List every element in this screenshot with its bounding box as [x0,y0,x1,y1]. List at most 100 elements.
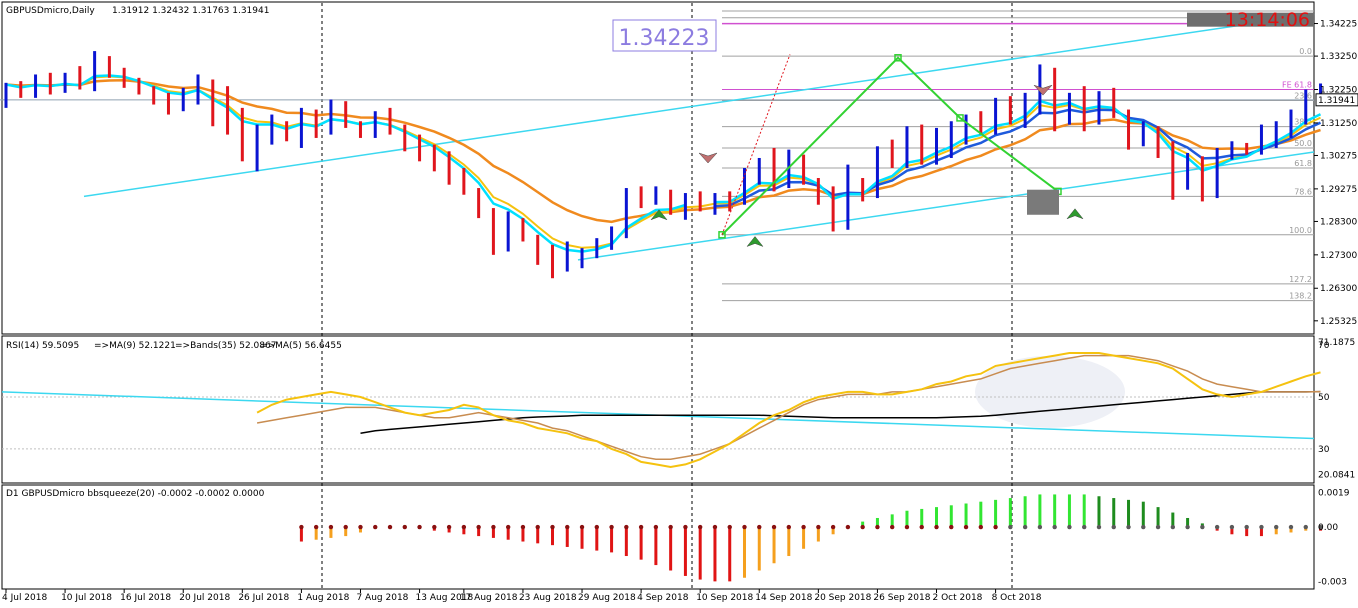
squeeze-dot [1096,524,1102,530]
squeeze-dot [565,524,570,530]
zigzag-point[interactable] [956,114,964,122]
squeeze-dot [949,524,954,530]
buy-arrow-icon [746,236,764,248]
time-tick-label: 10 Jul 2018 [61,593,112,603]
fib-level-label: 100.0 [1289,226,1312,235]
squeeze-dot [978,524,984,530]
sell-arrow-icon [698,152,718,164]
range-box [1027,189,1059,215]
buy-arrow-icon [650,209,668,221]
squeeze-dot [579,524,585,530]
squeeze-dot [653,524,659,530]
fib-level-label: 127.2 [1289,275,1312,284]
squeeze-dot [934,524,939,530]
squeeze-dot [461,524,467,530]
squeeze-dot [328,524,334,530]
rsi-ma-line [256,354,1321,461]
time-tick-label: 23 Aug 2018 [519,593,577,603]
squeeze-dot [343,524,348,530]
price-tick-label: 1.34225 [1320,20,1357,30]
squeeze-dot [1244,524,1249,530]
squeeze-dot [742,524,747,530]
rsi-tick-label: 71.1875 [1318,338,1355,348]
ohlc-label: 1.31912 1.32432 1.31763 1.31941 [112,6,269,16]
time-tick-label: 2 Oct 2018 [933,593,983,603]
squeeze-dot [1318,524,1323,530]
price-tick-label: 1.28300 [1320,217,1357,227]
squeeze-dot [402,524,407,530]
price-tick-label: 1.30275 [1320,151,1357,161]
squeeze-dot [830,524,836,530]
price-tick-label: 1.25325 [1320,317,1357,327]
squeeze-dot [1200,524,1205,530]
squeeze-dot [963,524,969,530]
time-tick-label: 16 Jul 2018 [120,593,171,603]
squeeze-dot [1126,524,1131,530]
squeeze-dot [1022,524,1028,530]
price-callout: 1.34223 [619,26,710,51]
squeeze-dot [299,524,304,530]
squeeze-dot [890,524,895,530]
rsi-pane[interactable] [1,335,1315,484]
clock-background [1187,12,1314,27]
squeeze-dot [594,524,599,530]
squeeze-dot [771,524,777,530]
current-price-label: 1.31941 [1318,96,1355,106]
rsi-tick-label: 20.0841 [1318,471,1355,481]
fib-level-label: 61.8 [1294,159,1312,168]
time-tick-label: 8 Oct 2018 [992,593,1042,603]
channel-upper-line [83,13,1315,198]
projection-line [721,54,791,235]
squeeze-dot [786,524,792,530]
buy-arrow-icon [1066,208,1084,220]
time-tick-label: 26 Sep 2018 [873,593,930,603]
squeeze-dot [1259,524,1264,530]
rsi-tick-label: 50 [1318,393,1330,403]
squeeze-dot [1037,524,1043,530]
time-tick-label: 20 Sep 2018 [814,593,871,603]
zigzag-point[interactable] [718,231,726,239]
squeeze-dot [535,524,540,530]
squeeze-dot [609,524,614,530]
squeeze-dot [1229,524,1235,530]
squeeze-dot [1214,524,1220,530]
squeeze-dot [801,524,806,530]
squeeze-dot [904,524,910,530]
squeeze-dot [387,524,393,530]
squeeze-dot [1274,524,1279,530]
price-tick-label: 1.32250 [1320,86,1357,96]
squeeze-pane[interactable] [1,484,1315,590]
squeeze-dot [1052,524,1057,530]
fib-level-label: 78.6 [1294,187,1312,196]
fib-level-label: 0.0 [1299,47,1312,56]
time-tick-label: 20 Jul 2018 [179,593,230,603]
fib-level-label: 138.2 [1289,292,1312,301]
fib-level-label: 23.6 [1294,92,1312,101]
squeeze-dot [446,524,452,530]
squeeze-dot [491,524,496,530]
rsi-tick-label: 70 [1318,341,1330,351]
time-tick-label: 10 Sep 2018 [696,593,753,603]
squeeze-dot [668,524,673,530]
squeeze-tick-label: 0.0019 [1318,489,1350,499]
squeeze-dot [1111,524,1116,530]
squeeze-dot [624,524,629,530]
time-tick-label: 26 Jul 2018 [238,593,289,603]
rsi-ma9-label: =>MA(9) 52.1221 [94,341,176,351]
ma-slow-line [714,108,1322,208]
zigzag-point[interactable] [894,54,902,62]
squeeze-dot [712,524,718,530]
squeeze-dot [476,524,481,530]
price-tick-label: 1.27300 [1320,251,1357,261]
rsi-label: RSI(14) 59.5095 [6,341,79,351]
time-tick-label: 1 Aug 2018 [297,593,349,603]
price-callout-box[interactable] [612,19,717,52]
sell-arrow-icon [1033,84,1053,96]
zigzag-line [721,56,1059,236]
squeeze-dot [313,524,319,530]
squeeze-dot [993,524,998,530]
current-price-marker[interactable] [1315,93,1358,107]
price-tick-label: 1.29275 [1320,185,1357,195]
squeeze-dot [1155,524,1161,530]
